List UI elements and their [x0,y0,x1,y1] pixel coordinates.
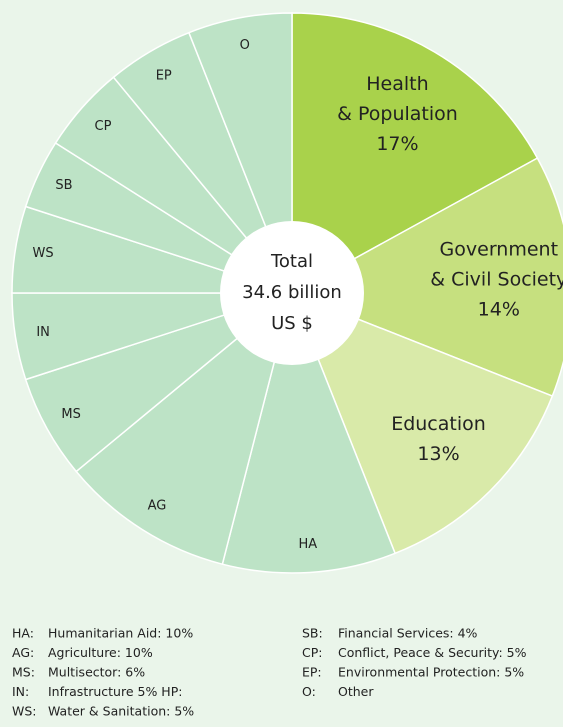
center-label: Total [270,251,313,272]
legend-text: Agriculture: 10% [48,645,153,660]
slice-value-label: 14% [478,298,520,320]
legend-text: Humanitarian Aid: 10% [48,626,193,641]
slice-label: SB [55,178,72,193]
legend-abbr: SB: [302,626,323,641]
legend-abbr: IN: [12,684,29,699]
slice-label: HA [298,537,317,552]
slice-label: & Civil Society [430,268,563,290]
legend-abbr: WS: [12,704,37,719]
legend-text: Other [338,684,374,699]
legend-text: Water & Sanitation: 5% [48,704,194,719]
legend-text: Conflict, Peace & Security: 5% [338,645,527,660]
slice-label: Health [366,73,428,95]
legend-abbr: CP: [302,645,322,660]
slice [291,12,539,295]
slice [75,290,294,566]
legend-text: Infrastructure 5% HP: [48,684,182,699]
slice [290,291,554,555]
slice-label: MS [61,407,80,422]
slice-label: CP [95,119,112,134]
center-label: US $ [271,313,313,334]
slice [221,290,397,574]
slice-value-label: 13% [417,443,459,465]
legend-abbr: AG: [12,645,34,660]
slice [187,12,293,294]
slice-label: WS [33,246,54,261]
legend-text: Multisector: 6% [48,665,145,680]
legend-abbr: O: [302,684,316,699]
center-hole [220,221,364,365]
legend-text: Financial Services: 4% [338,626,478,641]
legend-abbr: MS: [12,665,35,680]
slice [290,157,563,398]
slice-value-label: 17% [376,133,418,155]
slice-label: AG [148,498,167,513]
slice-label: EP [156,69,172,84]
slice-label: Government [440,238,559,260]
slice-label: & Population [337,103,458,125]
legend-abbr: HA: [12,626,34,641]
slice-label: O [240,38,250,53]
legend-text: Environmental Protection: 5% [338,665,524,680]
slice-label: Education [391,413,486,435]
legend-abbr: EP: [302,665,322,680]
slice-label: IN [36,325,50,340]
center-label: 34.6 billion [242,282,342,303]
